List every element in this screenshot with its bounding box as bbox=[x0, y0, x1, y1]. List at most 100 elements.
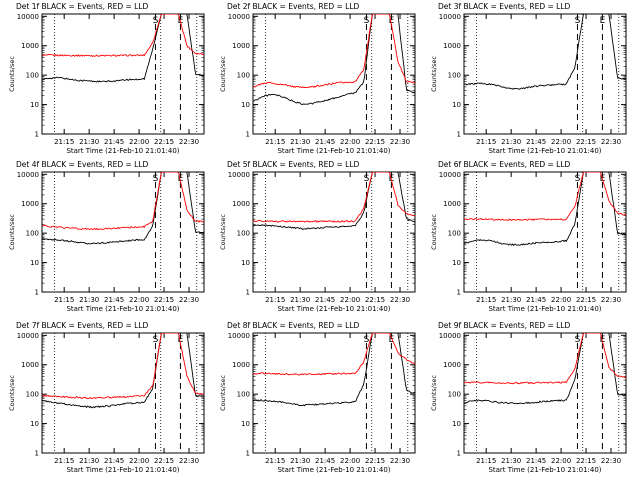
x-tick-label: 21:30 bbox=[290, 457, 310, 465]
x-tick-label: 22:15 bbox=[576, 296, 596, 304]
detector-panel: Det 2f BLACK = Events, RED = LLD 1 10 100 10… bbox=[219, 2, 416, 155]
lld-series-line bbox=[42, 333, 204, 400]
x-tick-label: 22:30 bbox=[390, 457, 410, 465]
x-tick-label: 21:30 bbox=[501, 457, 521, 465]
x-tick-label: 21:15 bbox=[476, 296, 496, 304]
y-tick-label: 10000 bbox=[17, 13, 39, 21]
y-tick-label: 10 bbox=[452, 259, 461, 267]
marker-label: S bbox=[575, 335, 581, 345]
lld-series-line bbox=[42, 14, 204, 57]
marker-label: E bbox=[178, 174, 184, 184]
y-tick-label: 10000 bbox=[439, 332, 461, 340]
y-axis-label: Counts/sec bbox=[219, 56, 227, 92]
panel-title: Det 8f BLACK = Events, RED = LLD bbox=[227, 321, 360, 330]
lld-series-line bbox=[253, 14, 415, 89]
events-series-line bbox=[253, 14, 415, 105]
x-tick-label: 22:15 bbox=[154, 457, 174, 465]
x-tick-label: 22:00 bbox=[129, 138, 149, 146]
x-tick-label: 22:00 bbox=[340, 296, 360, 304]
x-axis-label: Start Time (21-Feb-10 21:01:40) bbox=[488, 147, 601, 155]
events-series-line bbox=[464, 14, 626, 90]
x-tick-label: 21:30 bbox=[79, 457, 99, 465]
plot-frame bbox=[41, 13, 205, 135]
x-tick-label: 22:15 bbox=[576, 138, 596, 146]
y-axis-label: Counts/sec bbox=[430, 56, 438, 92]
x-axis-label: Start Time (21-Feb-10 21:01:40) bbox=[66, 466, 179, 474]
x-tick-label: 22:30 bbox=[390, 296, 410, 304]
series-group bbox=[464, 172, 626, 246]
series-group bbox=[253, 14, 415, 105]
y-tick-label: 100 bbox=[448, 72, 461, 80]
x-tick-label: 22:00 bbox=[340, 138, 360, 146]
panel-title: Det 5f BLACK = Events, RED = LLD bbox=[227, 160, 360, 169]
detector-panel: Det 6f BLACK = Events, RED = LLD 1 10 100 10… bbox=[430, 160, 627, 313]
x-tick-label: 22:00 bbox=[129, 296, 149, 304]
x-tick-label: 21:15 bbox=[54, 457, 74, 465]
y-tick-label: 10000 bbox=[228, 332, 250, 340]
y-tick-label: 1 bbox=[35, 450, 39, 458]
x-axis-label: Start Time (21-Feb-10 21:01:40) bbox=[277, 147, 390, 155]
y-tick-label: 1000 bbox=[443, 361, 461, 369]
x-tick-label: 21:30 bbox=[290, 138, 310, 146]
marker-label: S bbox=[153, 174, 159, 184]
y-tick-label: 10000 bbox=[439, 13, 461, 21]
x-tick-label: 21:45 bbox=[526, 296, 546, 304]
y-tick-label: 1000 bbox=[232, 361, 250, 369]
panel-title: Det 1f BLACK = Events, RED = LLD bbox=[16, 2, 149, 11]
panel-title: Det 6f BLACK = Events, RED = LLD bbox=[438, 160, 571, 169]
series-group bbox=[464, 333, 626, 405]
lld-series-line bbox=[253, 333, 415, 376]
panel-title: Det 3f BLACK = Events, RED = LLD bbox=[438, 2, 571, 11]
x-tick-label: 21:45 bbox=[526, 138, 546, 146]
x-tick-label: 21:15 bbox=[476, 457, 496, 465]
y-tick-label: 10 bbox=[241, 420, 250, 428]
lld-series-line bbox=[253, 172, 415, 223]
marker-label: S bbox=[575, 174, 581, 184]
x-tick-label: 21:30 bbox=[79, 138, 99, 146]
x-tick-label: 22:30 bbox=[179, 457, 199, 465]
y-tick-label: 10 bbox=[452, 101, 461, 109]
y-tick-label: 10 bbox=[30, 101, 39, 109]
detector-panel: Det 1f BLACK = Events, RED = LLD 1 10 100 10… bbox=[8, 2, 205, 155]
y-tick-label: 10 bbox=[30, 420, 39, 428]
y-tick-label: 100 bbox=[237, 230, 250, 238]
y-tick-label: 100 bbox=[26, 391, 39, 399]
x-tick-label: 22:15 bbox=[365, 296, 385, 304]
series-group bbox=[42, 333, 204, 409]
y-tick-label: 1000 bbox=[21, 42, 39, 50]
detector-panel: Det 5f BLACK = Events, RED = LLD 1 10 100 10… bbox=[219, 160, 416, 313]
x-axis-label: Start Time (21-Feb-10 21:01:40) bbox=[66, 147, 179, 155]
detector-panel: Det 7f BLACK = Events, RED = LLD 1 10 100 10… bbox=[8, 321, 205, 474]
plot-frame bbox=[252, 13, 416, 135]
events-series-line bbox=[464, 333, 626, 405]
y-tick-label: 10000 bbox=[17, 332, 39, 340]
x-tick-label: 21:45 bbox=[315, 138, 335, 146]
y-axis-label: Counts/sec bbox=[8, 214, 16, 250]
plot-frame bbox=[41, 332, 205, 454]
y-tick-label: 1000 bbox=[21, 361, 39, 369]
y-tick-label: 10000 bbox=[439, 171, 461, 179]
events-series-line bbox=[253, 333, 415, 407]
marker-label: S bbox=[364, 16, 370, 26]
series-group bbox=[464, 14, 626, 90]
y-tick-label: 1000 bbox=[232, 200, 250, 208]
x-axis-label: Start Time (21-Feb-10 21:01:40) bbox=[488, 466, 601, 474]
y-axis-label: Counts/sec bbox=[8, 375, 16, 411]
marker-label: E bbox=[600, 16, 606, 26]
lld-series-line bbox=[42, 172, 204, 231]
x-tick-label: 22:30 bbox=[601, 296, 621, 304]
y-tick-label: 1000 bbox=[443, 200, 461, 208]
series-group bbox=[253, 172, 415, 230]
panel-title: Det 7f BLACK = Events, RED = LLD bbox=[16, 321, 149, 330]
y-tick-label: 1000 bbox=[232, 42, 250, 50]
x-tick-label: 22:15 bbox=[154, 296, 174, 304]
x-tick-label: 22:00 bbox=[129, 457, 149, 465]
y-tick-label: 10000 bbox=[228, 171, 250, 179]
x-axis-label: Start Time (21-Feb-10 21:01:40) bbox=[66, 305, 179, 313]
x-tick-label: 22:30 bbox=[179, 296, 199, 304]
events-series-line bbox=[42, 172, 204, 245]
x-tick-label: 22:30 bbox=[601, 138, 621, 146]
lld-series-line bbox=[464, 333, 626, 385]
series-group bbox=[253, 333, 415, 407]
plot-frame bbox=[463, 332, 627, 454]
